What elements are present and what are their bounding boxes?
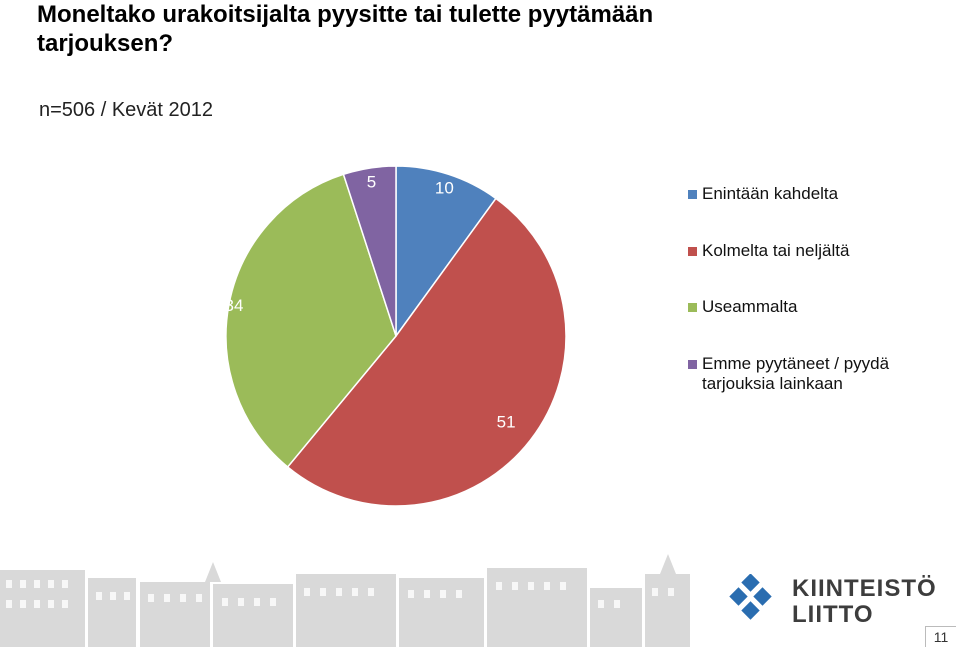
pie-data-label: 51 <box>497 412 516 431</box>
pie-slice <box>286 197 567 507</box>
pie-data-label: 34 <box>225 296 244 315</box>
legend-label: Useammalta <box>702 297 798 316</box>
chart-subtitle: n=506 / Kevät 2012 <box>39 99 214 121</box>
legend-swatch <box>688 247 697 256</box>
pie-data-label: 10 <box>435 178 454 197</box>
page-title: Moneltako urakoitsijalta pyysitte tai tu… <box>37 1 654 57</box>
logo-text-line2: LIITTO <box>792 601 874 628</box>
pie-data-labels: 10 51 34 5 <box>225 173 516 432</box>
pie-slice <box>225 173 397 469</box>
city-skyline-illustration <box>0 554 690 647</box>
legend-label: Kolmelta tai neljältä <box>702 241 850 260</box>
kiinteistoliitto-logo: KIINTEISTÖ LIITTO <box>722 574 952 630</box>
page-number: 11 <box>925 626 956 647</box>
logo-text-line1: KIINTEISTÖ <box>792 575 937 602</box>
legend-swatch <box>688 303 697 312</box>
legend-swatch <box>688 190 697 199</box>
legend-label: Enintään kahdelta <box>702 184 839 203</box>
legend-swatch <box>688 360 697 369</box>
pie-slice <box>395 165 497 339</box>
pie-slices <box>225 165 567 507</box>
pie-data-label: 5 <box>367 173 376 192</box>
legend-label: Emme pyytäneet / pyydä tarjouksia lainka… <box>702 354 890 393</box>
pie-slice <box>342 165 397 337</box>
logo-mark-icon <box>729 574 772 620</box>
logo-text: KIINTEISTÖ LIITTO <box>792 576 937 628</box>
